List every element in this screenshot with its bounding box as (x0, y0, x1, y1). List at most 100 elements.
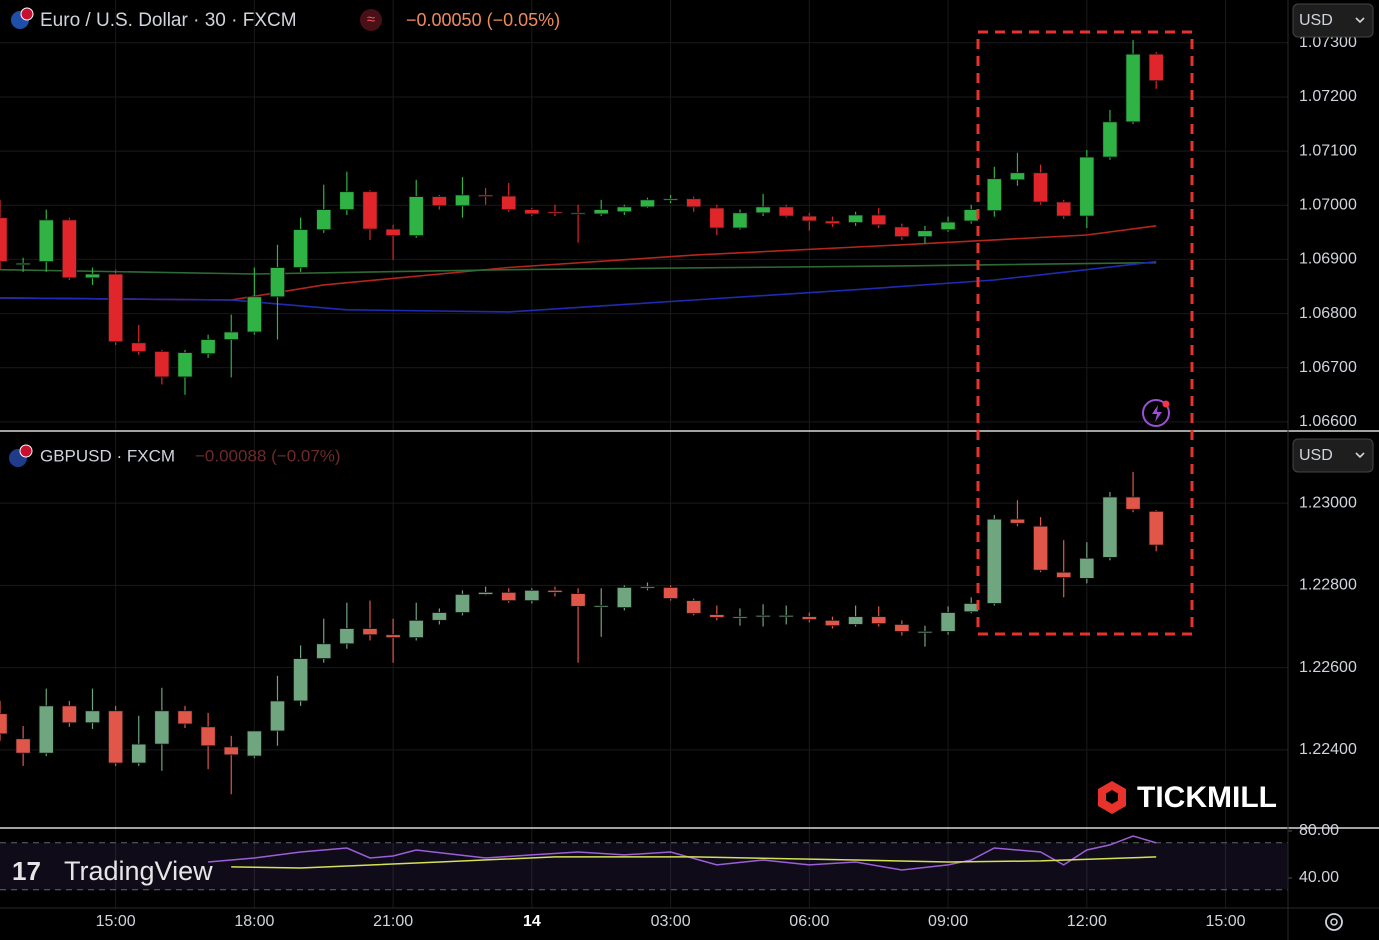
candle-body (15, 738, 31, 754)
candle-body (385, 228, 401, 236)
currency-button[interactable]: USD (1292, 438, 1374, 473)
symbol-title: Euro / U.S. Dollar · 30 · FXCM (40, 10, 297, 31)
candle-body (293, 229, 309, 268)
price-change: −0.00088 (−0.07%) (195, 446, 341, 465)
x-tick-label: 15:00 (96, 913, 136, 930)
candle-body (177, 352, 193, 378)
candle-body (200, 726, 216, 747)
candle-body (454, 194, 471, 207)
candle-body (61, 219, 77, 279)
platform-logo: 17 TradingView (12, 856, 213, 886)
candle-body (1033, 525, 1049, 571)
indicator-line (231, 856, 1157, 869)
candle-body (824, 619, 841, 627)
chevron (1355, 17, 1365, 24)
candle-body (1079, 557, 1095, 579)
candle-body (0, 217, 8, 262)
level-band (0, 842, 1288, 890)
y-tick-label: 1.07200 (1299, 88, 1357, 105)
y-tick-label: 1.23000 (1299, 494, 1357, 511)
candle-body (709, 614, 725, 618)
candle-body (61, 705, 77, 724)
candle-body (177, 710, 193, 725)
platform-name: TradingView (64, 856, 213, 886)
candle-body (431, 196, 447, 207)
candle-body (940, 612, 956, 632)
candle-body (616, 206, 632, 213)
chevron (1355, 452, 1365, 459)
candle-body (1125, 496, 1141, 510)
settings-icon[interactable] (1325, 913, 1343, 931)
settings-hub (1330, 918, 1338, 926)
candle-body (593, 209, 609, 215)
candle-body (917, 230, 933, 238)
candle-body (154, 710, 170, 745)
alert-ring[interactable] (1142, 399, 1170, 427)
candle-body (501, 195, 517, 210)
y-tick-label: 1.07000 (1299, 196, 1357, 213)
candle-body (339, 191, 355, 210)
candle-body (755, 206, 771, 214)
platform-logo-mark: 17 (12, 856, 41, 886)
settings-gear[interactable] (1325, 913, 1343, 931)
y-tick-label: 1.22800 (1299, 577, 1357, 594)
candle-body (362, 191, 378, 230)
candle-body (1125, 53, 1141, 123)
candle-body (431, 612, 447, 621)
candle-body (732, 212, 748, 229)
broker-logo: TICKMILL (1098, 781, 1277, 814)
candle-body (15, 262, 31, 266)
x-tick-label: 14 (523, 913, 541, 930)
candle-body (1056, 201, 1072, 217)
symbol-flag (20, 7, 34, 21)
candle-body (778, 615, 794, 618)
x-tick-label: 06:00 (789, 913, 829, 930)
candle-body (663, 587, 679, 599)
candle-body (732, 616, 748, 619)
candle-body (570, 212, 586, 215)
currency-label[interactable]: USD (1299, 447, 1333, 464)
y-tick-label: 1.06900 (1299, 251, 1357, 268)
candle-body (1009, 172, 1026, 181)
indicator-badge[interactable] (360, 9, 382, 31)
candle-body (408, 196, 424, 236)
alert-bolt (1152, 405, 1162, 422)
x-tick-label: 15:00 (1206, 913, 1246, 930)
candle-body (986, 518, 1002, 604)
y-tick-label: 1.06600 (1299, 413, 1357, 430)
candle-body (848, 616, 864, 625)
alert-icon[interactable] (1142, 399, 1170, 427)
candle-body (639, 586, 656, 589)
candle-body (940, 221, 956, 231)
candle-body (1102, 496, 1118, 558)
candle-body (1079, 156, 1095, 217)
marks (0, 40, 1164, 871)
y-tick-label: 1.07300 (1299, 34, 1357, 51)
candle-body (917, 631, 933, 634)
candle-body (454, 594, 471, 613)
candle-body (223, 331, 239, 340)
candle-body (871, 214, 887, 226)
candle-body (154, 351, 170, 378)
candle-body (108, 273, 124, 343)
candle-body (963, 603, 979, 613)
currency-button-bg[interactable] (1292, 438, 1374, 473)
y-tick-label: 40.00 (1299, 869, 1339, 886)
candle-body (108, 710, 124, 764)
currency-button[interactable]: USD (1292, 3, 1374, 38)
candle-body (524, 209, 540, 215)
candle-body (0, 713, 8, 735)
moving-average (0, 260, 1157, 313)
currency-label[interactable]: USD (1299, 12, 1333, 29)
candle-body (84, 273, 101, 279)
candle-body (316, 643, 332, 659)
x-tick-label: 09:00 (928, 913, 968, 930)
labels: 15:00 18:00 21:00 14 03:00 06:00 09:00 12:00 15:… (96, 34, 1357, 930)
candle-body (709, 207, 725, 229)
candle-body (778, 206, 794, 217)
candle-body (801, 215, 817, 222)
currency-button-bg[interactable] (1292, 3, 1374, 38)
candle-body (871, 616, 887, 625)
